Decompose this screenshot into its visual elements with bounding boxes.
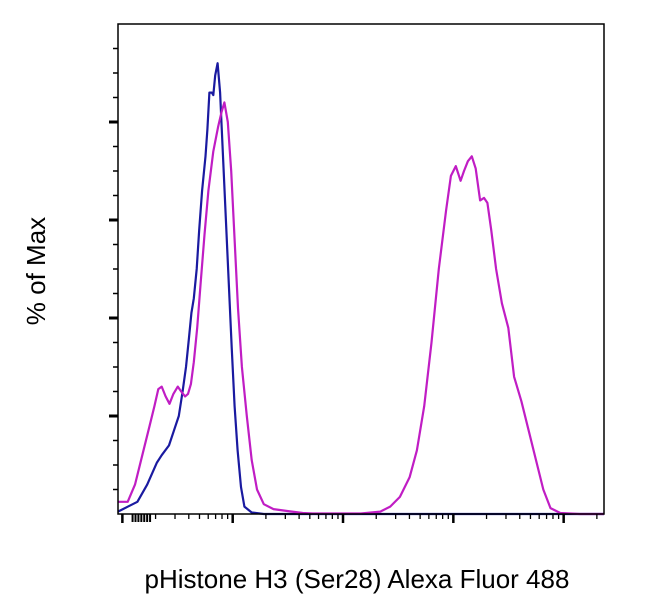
series-line-1 <box>117 62 604 516</box>
series-line-2 <box>118 101 604 516</box>
plot-area <box>109 23 605 523</box>
x-axis-label: pHistone H3 (Ser28) Alexa Fluor 488 <box>145 564 570 594</box>
y-axis-label: % of Max <box>21 217 51 325</box>
